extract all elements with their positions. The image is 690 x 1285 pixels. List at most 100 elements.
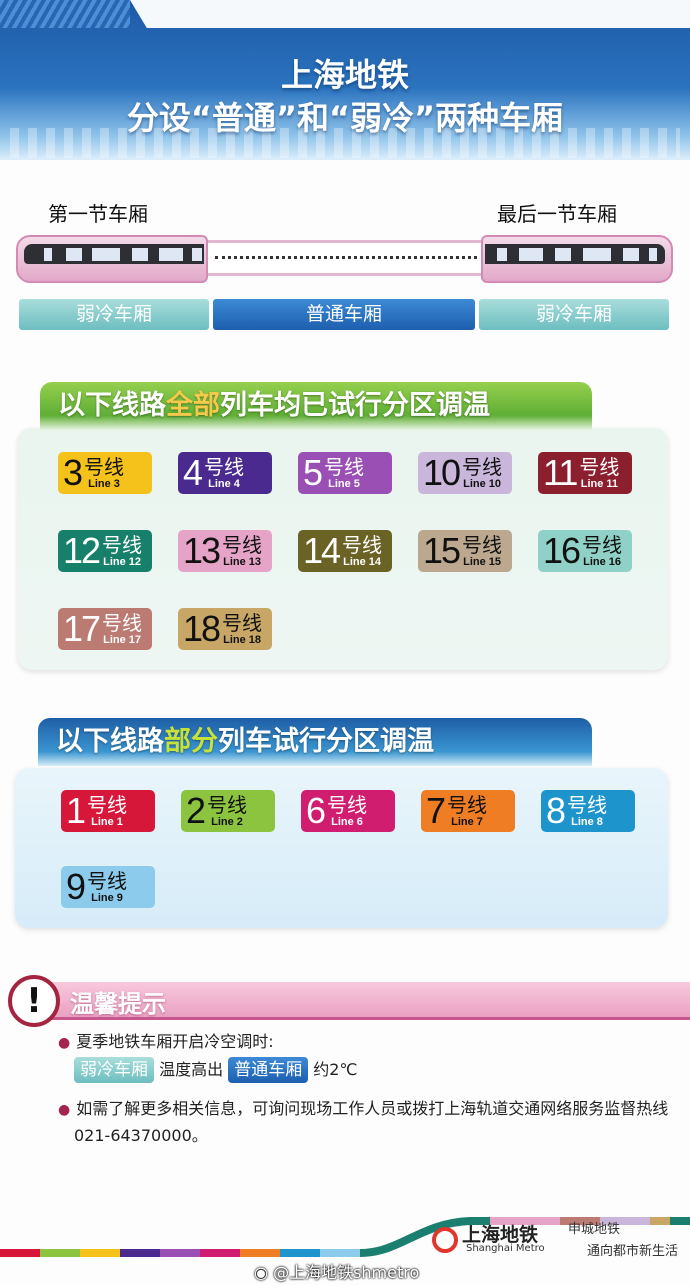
line-number: 2 xyxy=(186,790,206,831)
line-number: 10 xyxy=(423,452,461,493)
line-en: Line 3 xyxy=(88,477,120,490)
line-badge: 9 号线 Line 9 xyxy=(61,866,155,908)
line-number: 8 xyxy=(546,790,566,831)
line-en: Line 10 xyxy=(463,477,501,490)
tip-bullet-2: ● 如需了解更多相关信息，可询问现场工作人员或拨打上海轨道交通网络服务监督热线02… xyxy=(58,1096,678,1149)
line-cn: 号线 xyxy=(87,868,128,893)
line-cn: 号线 xyxy=(207,792,248,817)
title-text: 列车试行分区调温 xyxy=(218,726,434,757)
metro-line-stripe xyxy=(0,1217,690,1257)
line-number: 1 xyxy=(66,790,86,831)
line-cn: 号线 xyxy=(87,792,128,817)
title-text: 以下线路 xyxy=(58,390,166,421)
weibo-icon: ◉ xyxy=(254,1263,268,1282)
line-badge: 16 号线 Line 16 xyxy=(538,530,632,572)
line-badge: 15 号线 Line 15 xyxy=(418,530,512,572)
line-badge: 10 号线 Line 10 xyxy=(418,452,512,494)
line-en: Line 13 xyxy=(223,555,261,568)
tip-comparison: 弱冷车厢 温度高出 普通车厢 约2℃ xyxy=(74,1057,357,1083)
line-badge: 14 号线 Line 14 xyxy=(298,530,392,572)
title-text: 以下线路 xyxy=(56,726,164,757)
line-cn: 号线 xyxy=(462,454,503,479)
line-en: Line 18 xyxy=(223,633,261,646)
line-cn: 号线 xyxy=(579,454,620,479)
line-en: Line 1 xyxy=(91,815,123,828)
line-badge: 17 号线 Line 17 xyxy=(58,608,152,650)
line-en: Line 15 xyxy=(463,555,501,568)
page-subtitle: 分设“普通”和“弱冷”两种车厢 xyxy=(126,99,564,137)
line-number: 3 xyxy=(63,452,83,493)
line-cn: 号线 xyxy=(204,454,245,479)
line-number: 11 xyxy=(543,452,578,493)
line-en: Line 9 xyxy=(91,891,123,904)
line-en: Line 6 xyxy=(331,815,363,828)
line-cn: 号线 xyxy=(327,792,368,817)
tips-bar: 温馨提示 xyxy=(40,982,690,1020)
watermark-text: @上海地铁shmetro xyxy=(273,1263,420,1282)
line-en: Line 12 xyxy=(103,555,141,568)
first-car-label: 第一节车厢 xyxy=(48,202,148,226)
header-top-edge xyxy=(130,0,690,28)
title-emphasis: 全部 xyxy=(166,390,220,421)
logo-english: Shanghai Metro xyxy=(466,1243,545,1254)
line-cn: 号线 xyxy=(582,532,623,557)
line-en: Line 11 xyxy=(580,477,619,490)
line-badge: 2 号线 Line 2 xyxy=(181,790,275,832)
line-en: Line 17 xyxy=(103,633,141,646)
line-cn: 号线 xyxy=(447,792,488,817)
line-badge: 7 号线 Line 7 xyxy=(421,790,515,832)
line-badge: 13 号线 Line 13 xyxy=(178,530,272,572)
line-en: Line 16 xyxy=(583,555,621,568)
line-badge: 1 号线 Line 1 xyxy=(61,790,155,832)
line-cn: 号线 xyxy=(102,532,143,557)
tip-text: 温度高出 xyxy=(159,1060,224,1079)
line-badge: 4 号线 Line 4 xyxy=(178,452,272,494)
line-number: 7 xyxy=(426,790,446,831)
tips-title: 温馨提示 xyxy=(70,990,166,1018)
line-number: 5 xyxy=(303,452,323,493)
line-en: Line 7 xyxy=(451,815,483,828)
line-badge: 18 号线 Line 18 xyxy=(178,608,272,650)
line-badge: 12 号线 Line 12 xyxy=(58,530,152,572)
page-title: 上海地铁 xyxy=(280,56,409,94)
line-number: 16 xyxy=(543,530,581,571)
line-number: 4 xyxy=(183,452,203,493)
line-badge: 6 号线 Line 6 xyxy=(301,790,395,832)
line-cn: 号线 xyxy=(342,532,383,557)
line-number: 12 xyxy=(63,530,101,571)
line-en: Line 14 xyxy=(343,555,381,568)
shanghai-metro-logo-icon xyxy=(432,1227,458,1253)
weibo-watermark: ◉ @上海地铁shmetro xyxy=(254,1259,419,1283)
slogan-line-2: 通向都市新生活 xyxy=(587,1244,679,1259)
checker-pattern xyxy=(10,128,680,158)
line-cn: 号线 xyxy=(462,532,503,557)
tip-bullet-1: ● 夏季地铁车厢开启冷空调时: xyxy=(58,1029,274,1056)
soft-cool-tag: 弱冷车厢 xyxy=(74,1057,154,1083)
tip-text: 夏季地铁车厢开启冷空调时: xyxy=(76,1032,274,1051)
header-banner: 上海地铁 分设“普通”和“弱冷”两种车厢 xyxy=(0,0,690,160)
soft-cool-car-tag-left: 弱冷车厢 xyxy=(19,299,209,330)
line-number: 13 xyxy=(183,530,221,571)
normal-tag: 普通车厢 xyxy=(228,1057,309,1083)
bullet-icon: ● xyxy=(58,1102,71,1118)
bullet-icon: ● xyxy=(58,1035,71,1051)
line-number: 14 xyxy=(303,530,341,571)
color-stripe xyxy=(0,1217,690,1257)
line-badge: 8 号线 Line 8 xyxy=(541,790,635,832)
line-number: 6 xyxy=(306,790,326,831)
line-cn: 号线 xyxy=(222,532,263,557)
line-cn: 号线 xyxy=(222,610,263,635)
line-number: 17 xyxy=(63,608,101,649)
line-en: Line 4 xyxy=(208,477,240,490)
title-text: 列车均已试行分区调温 xyxy=(220,390,490,421)
line-en: Line 2 xyxy=(211,815,243,828)
last-car-illustration xyxy=(481,235,673,283)
line-cn: 号线 xyxy=(84,454,125,479)
line-cn: 号线 xyxy=(324,454,365,479)
tip-text: 如需了解更多相关信息，可询问现场工作人员或拨打上海轨道交通网络服务监督热线021… xyxy=(74,1099,669,1145)
dotted-line xyxy=(215,256,477,259)
normal-car-tag: 普通车厢 xyxy=(213,299,475,330)
partial-lines-title: 以下线路部分列车试行分区调温 xyxy=(38,718,592,766)
line-cn: 号线 xyxy=(102,610,143,635)
line-en: Line 8 xyxy=(571,815,603,828)
